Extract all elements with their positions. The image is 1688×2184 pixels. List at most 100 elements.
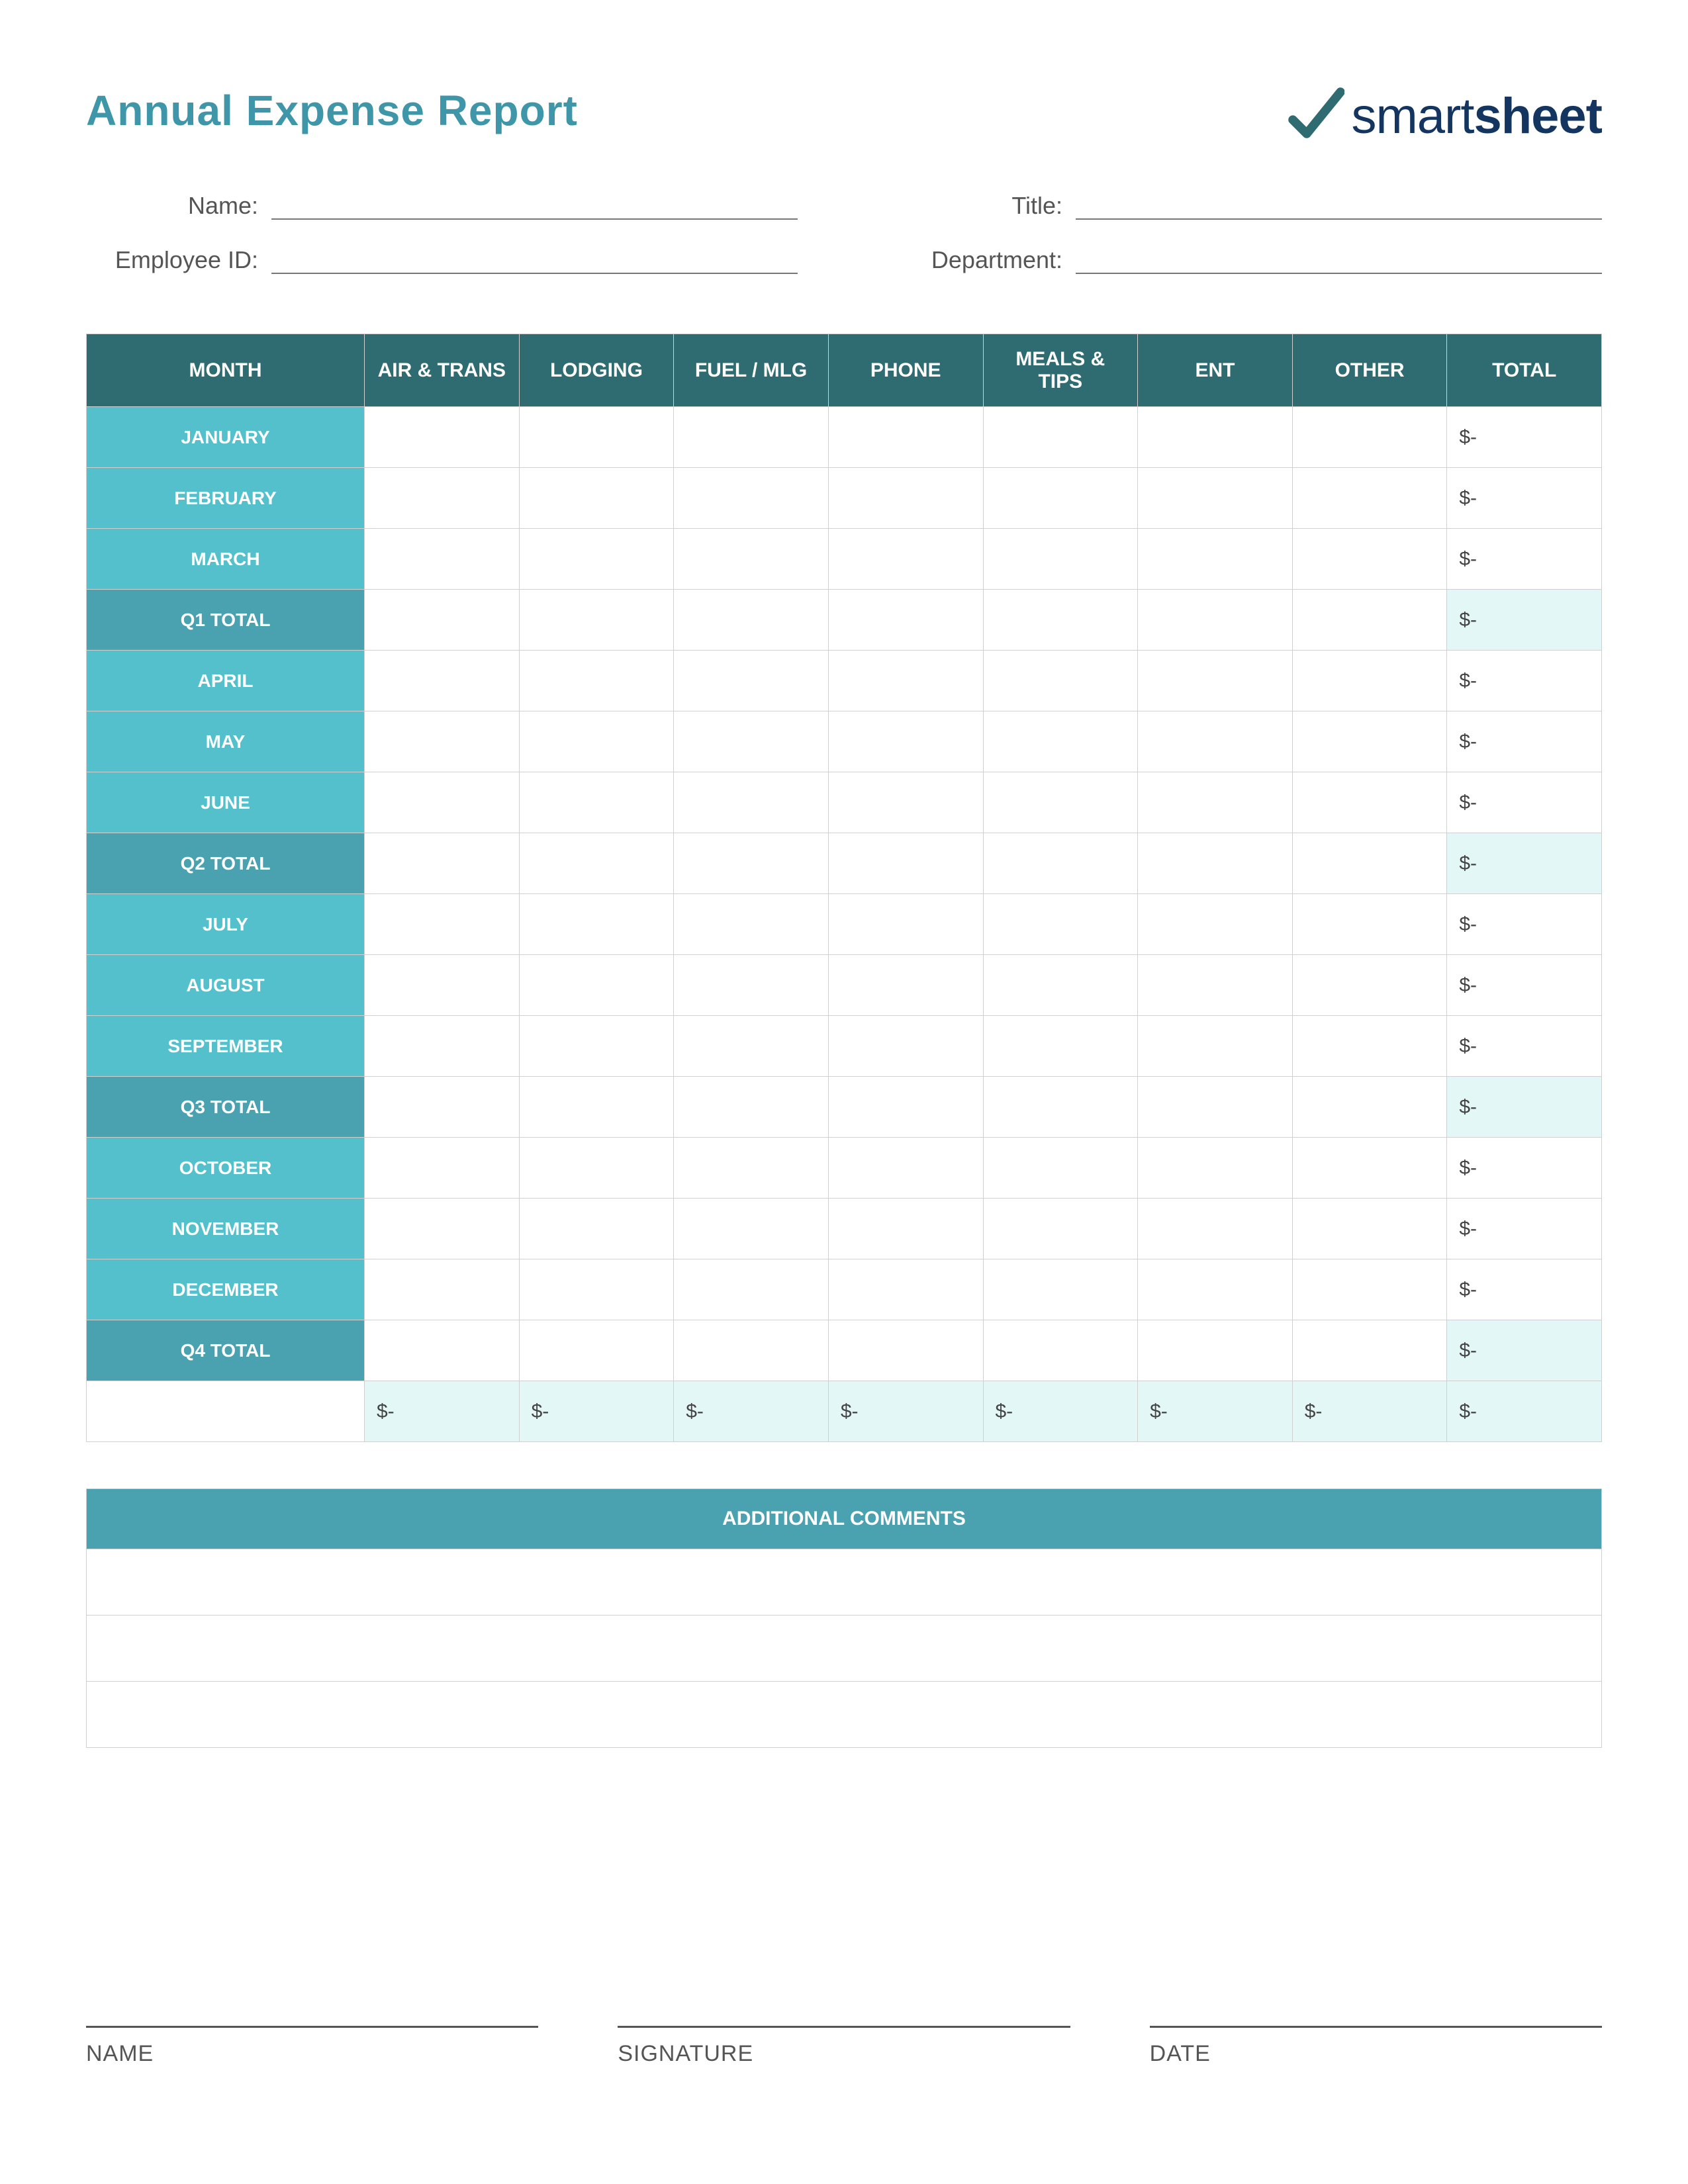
data-cell[interactable] (365, 468, 520, 529)
data-cell[interactable] (365, 651, 520, 711)
data-cell[interactable] (519, 590, 674, 651)
data-cell[interactable] (674, 1259, 829, 1320)
data-cell[interactable] (828, 407, 983, 468)
data-cell[interactable] (1138, 772, 1293, 833)
data-cell[interactable] (828, 590, 983, 651)
data-cell[interactable] (1138, 833, 1293, 894)
data-cell[interactable] (519, 833, 674, 894)
data-cell[interactable] (828, 894, 983, 955)
data-cell[interactable] (983, 1259, 1138, 1320)
data-cell[interactable] (1138, 711, 1293, 772)
data-cell[interactable] (828, 955, 983, 1016)
data-cell[interactable] (983, 1320, 1138, 1381)
data-cell[interactable] (828, 1199, 983, 1259)
name-input[interactable] (271, 196, 798, 220)
data-cell[interactable] (365, 955, 520, 1016)
data-cell[interactable] (1292, 1320, 1447, 1381)
data-cell[interactable] (1292, 1077, 1447, 1138)
data-cell[interactable] (983, 1199, 1138, 1259)
data-cell[interactable] (365, 1016, 520, 1077)
data-cell[interactable] (519, 529, 674, 590)
data-cell[interactable] (983, 1016, 1138, 1077)
department-input[interactable] (1076, 250, 1602, 274)
data-cell[interactable] (365, 1259, 520, 1320)
data-cell[interactable]: $- (1138, 1381, 1293, 1442)
data-cell[interactable] (983, 1077, 1138, 1138)
comment-line[interactable] (87, 1615, 1601, 1681)
data-cell[interactable] (519, 894, 674, 955)
data-cell[interactable] (1292, 955, 1447, 1016)
data-cell[interactable] (1138, 590, 1293, 651)
data-cell[interactable] (1138, 894, 1293, 955)
data-cell[interactable]: $- (674, 1381, 829, 1442)
signature-date-line[interactable] (1150, 2026, 1602, 2028)
data-cell[interactable] (983, 1138, 1138, 1199)
data-cell[interactable] (983, 529, 1138, 590)
data-cell[interactable] (519, 1320, 674, 1381)
data-cell[interactable] (674, 1199, 829, 1259)
data-cell[interactable] (983, 711, 1138, 772)
data-cell[interactable] (1292, 468, 1447, 529)
data-cell[interactable] (674, 1138, 829, 1199)
data-cell[interactable] (828, 711, 983, 772)
data-cell[interactable] (519, 772, 674, 833)
data-cell[interactable] (828, 529, 983, 590)
data-cell[interactable] (365, 407, 520, 468)
data-cell[interactable] (365, 772, 520, 833)
data-cell[interactable] (1138, 407, 1293, 468)
data-cell[interactable] (519, 651, 674, 711)
data-cell[interactable] (1138, 1259, 1293, 1320)
data-cell[interactable] (1138, 1138, 1293, 1199)
data-cell[interactable] (519, 1259, 674, 1320)
data-cell[interactable] (674, 772, 829, 833)
data-cell[interactable] (674, 1077, 829, 1138)
data-cell[interactable] (1138, 1199, 1293, 1259)
data-cell[interactable] (674, 468, 829, 529)
data-cell[interactable] (1292, 529, 1447, 590)
data-cell[interactable]: $- (1292, 1381, 1447, 1442)
data-cell[interactable] (1138, 1077, 1293, 1138)
data-cell[interactable] (674, 651, 829, 711)
data-cell[interactable] (365, 1320, 520, 1381)
data-cell[interactable]: $- (365, 1381, 520, 1442)
data-cell[interactable] (1138, 1320, 1293, 1381)
data-cell[interactable] (1138, 955, 1293, 1016)
title-input[interactable] (1076, 196, 1602, 220)
data-cell[interactable] (1138, 468, 1293, 529)
data-cell[interactable] (1138, 651, 1293, 711)
data-cell[interactable] (1138, 1016, 1293, 1077)
data-cell[interactable] (365, 894, 520, 955)
data-cell[interactable] (519, 1016, 674, 1077)
signature-sign-line[interactable] (618, 2026, 1070, 2028)
data-cell[interactable] (365, 1138, 520, 1199)
data-cell[interactable] (519, 1138, 674, 1199)
data-cell[interactable] (1138, 529, 1293, 590)
comment-line[interactable] (87, 1549, 1601, 1615)
data-cell[interactable] (983, 651, 1138, 711)
data-cell[interactable] (1292, 1138, 1447, 1199)
data-cell[interactable] (519, 955, 674, 1016)
data-cell[interactable] (983, 833, 1138, 894)
data-cell[interactable] (674, 711, 829, 772)
data-cell[interactable] (983, 468, 1138, 529)
data-cell[interactable] (828, 1016, 983, 1077)
data-cell[interactable] (674, 833, 829, 894)
data-cell[interactable] (1292, 711, 1447, 772)
data-cell[interactable] (365, 1077, 520, 1138)
data-cell[interactable] (983, 590, 1138, 651)
data-cell[interactable] (1292, 651, 1447, 711)
data-cell[interactable] (828, 1138, 983, 1199)
data-cell[interactable] (674, 894, 829, 955)
data-cell[interactable] (828, 1077, 983, 1138)
data-cell[interactable] (1292, 1259, 1447, 1320)
data-cell[interactable] (674, 1016, 829, 1077)
data-cell[interactable] (1292, 833, 1447, 894)
data-cell[interactable] (365, 529, 520, 590)
data-cell[interactable] (983, 894, 1138, 955)
data-cell[interactable] (1292, 1199, 1447, 1259)
data-cell[interactable] (828, 833, 983, 894)
signature-name-line[interactable] (86, 2026, 538, 2028)
data-cell[interactable] (983, 407, 1138, 468)
data-cell[interactable] (519, 711, 674, 772)
data-cell[interactable] (1292, 772, 1447, 833)
